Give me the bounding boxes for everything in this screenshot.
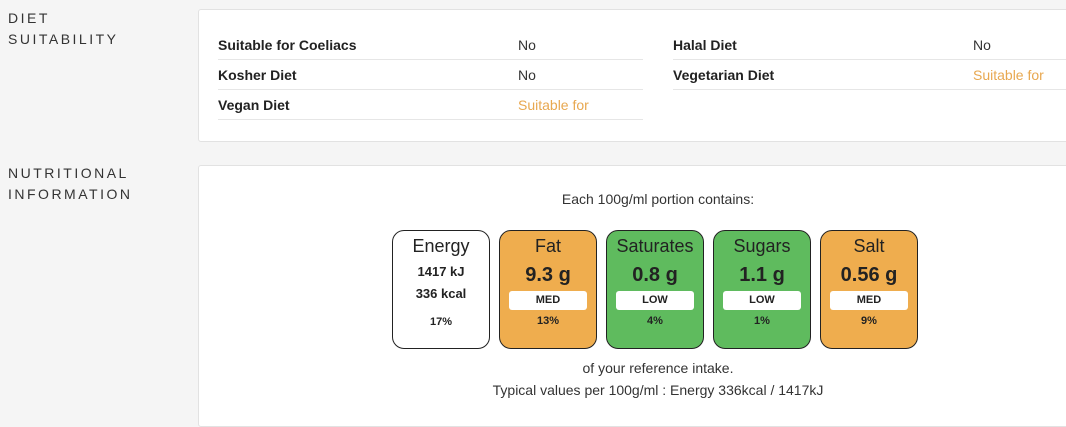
energy-kj: 1417 kJ	[417, 264, 465, 279]
nutrient-percent: 9%	[861, 315, 877, 327]
diet-column-right: Halal Diet No Vegetarian Diet Suitable f…	[673, 30, 1066, 90]
nutrient-amount: 9.3 g	[525, 264, 571, 286]
fat-box: Fat 9.3 g MED 13%	[499, 230, 597, 349]
sugars-box: Sugars 1.1 g LOW 1%	[713, 230, 811, 349]
diet-name: Kosher Diet	[218, 66, 297, 83]
diet-row: Suitable for Coeliacs No	[218, 30, 643, 60]
diet-card: Suitable for Coeliacs No Kosher Diet No …	[198, 9, 1066, 142]
diet-name: Halal Diet	[673, 36, 737, 53]
nutrient-percent: 13%	[536, 315, 560, 327]
diet-row: Vegetarian Diet Suitable for	[673, 60, 1066, 90]
energy-kcal: 336 kcal	[415, 286, 467, 301]
portion-text: Each 100g/ml portion contains:	[561, 191, 755, 207]
nutrient-percent: 1%	[754, 315, 770, 327]
energy-box: Energy 1417 kJ 336 kcal 17%	[392, 230, 490, 349]
nutrient-amount: 0.56 g	[840, 264, 898, 286]
diet-row: Halal Diet No	[673, 30, 1066, 60]
nutrient-amount: 0.8 g	[632, 264, 678, 286]
nutrition-card: Each 100g/ml portion contains: Energy 14…	[198, 165, 1066, 427]
diet-row: Vegan Diet Suitable for	[218, 90, 643, 120]
typical-values-text: Typical values per 100g/ml : Energy 336k…	[492, 382, 824, 398]
nutrient-title: Sugars	[733, 236, 791, 256]
nutrition-label-line1: NUTRITIONAL	[8, 165, 129, 181]
diet-value: No	[973, 36, 991, 53]
nutrient-title: Salt	[853, 236, 885, 256]
diet-value: Suitable for	[518, 96, 589, 113]
nutrient-level-badge: MED	[509, 291, 587, 310]
diet-column-left: Suitable for Coeliacs No Kosher Diet No …	[218, 30, 643, 120]
saturates-box: Saturates 0.8 g LOW 4%	[606, 230, 704, 349]
diet-name: Suitable for Coeliacs	[218, 36, 357, 53]
nutrient-level-badge: LOW	[616, 291, 694, 310]
diet-value: Suitable for	[973, 66, 1044, 83]
traffic-light-boxes: Energy 1417 kJ 336 kcal 17% Fat 9.3 g ME…	[392, 230, 918, 349]
diet-name: Vegan Diet	[218, 96, 290, 113]
nutrition-section-label: NUTRITIONAL INFORMATION	[8, 163, 132, 205]
nutrient-level-badge: MED	[830, 291, 908, 310]
diet-value: No	[518, 66, 536, 83]
nutrient-amount: 1.1 g	[739, 264, 785, 286]
reference-intake-text: of your reference intake.	[582, 360, 734, 376]
nutrient-percent: 4%	[647, 315, 663, 327]
nutrition-label-line2: INFORMATION	[8, 186, 133, 202]
diet-section-label: DIET SUITABILITY	[8, 8, 118, 50]
nutrient-title: Saturates	[616, 236, 694, 256]
energy-percent: 17%	[429, 316, 453, 328]
diet-label-line2: SUITABILITY	[8, 31, 119, 47]
diet-label-line1: DIET	[8, 10, 50, 26]
salt-box: Salt 0.56 g MED 9%	[820, 230, 918, 349]
diet-row: Kosher Diet No	[218, 60, 643, 90]
nutrient-title: Fat	[534, 236, 561, 256]
diet-value: No	[518, 36, 536, 53]
nutrient-level-badge: LOW	[723, 291, 801, 310]
diet-name: Vegetarian Diet	[673, 66, 775, 83]
energy-title: Energy	[412, 236, 470, 256]
